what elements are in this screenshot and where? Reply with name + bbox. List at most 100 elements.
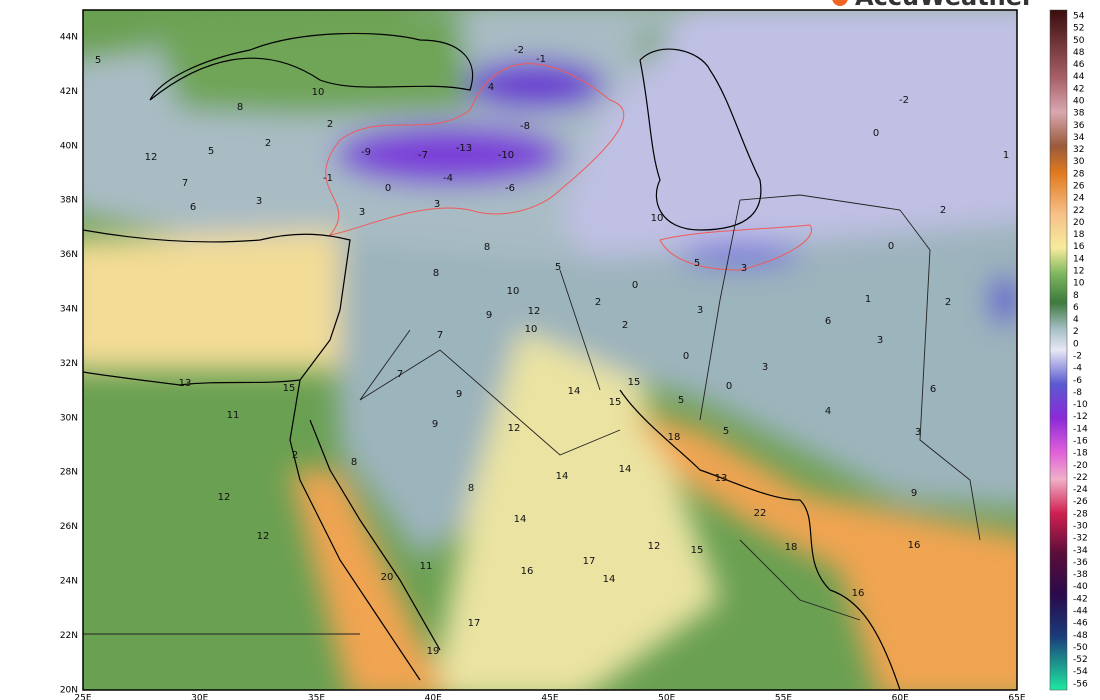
contour-label: 16 <box>521 566 534 577</box>
contour-label: -8 <box>520 121 530 132</box>
contour-label: 8 <box>351 457 357 468</box>
contour-label: 15 <box>628 377 641 388</box>
colorbar <box>1049 9 1068 691</box>
latitude-label: 40N <box>60 141 78 151</box>
colorbar-tick-label: 48 <box>1073 48 1085 58</box>
colorbar-tick-label: -56 <box>1073 679 1088 689</box>
longitude-label: 55E <box>775 694 792 700</box>
colorbar-tick-label: 52 <box>1073 24 1084 34</box>
colorbar-tick-label: 22 <box>1073 206 1084 216</box>
longitude-label: 45E <box>541 694 558 700</box>
contour-label: 2 <box>945 297 951 308</box>
longitude-label: 65E <box>1008 694 1025 700</box>
latitude-label: 24N <box>60 577 78 587</box>
contour-label: 4 <box>825 406 831 417</box>
contour-label: 5 <box>555 262 561 273</box>
contour-label: 6 <box>825 316 831 327</box>
colorbar-tick-label: 14 <box>1073 254 1085 264</box>
contour-label: 2 <box>622 320 628 331</box>
contour-label: 2 <box>265 138 271 149</box>
contour-label: 9 <box>486 310 492 321</box>
contour-label: -6 <box>505 183 515 194</box>
colorbar-tick-label: -16 <box>1073 437 1088 447</box>
colorbar-tick-label: 24 <box>1073 194 1085 204</box>
contour-label: 18 <box>785 542 798 553</box>
colorbar-tick-label: -48 <box>1073 631 1088 641</box>
colorbar-tick-label: 18 <box>1073 230 1085 240</box>
latitude-label: 28N <box>60 468 78 478</box>
contour-label: 9 <box>911 488 917 499</box>
colorbar-tick-label: -2 <box>1073 352 1082 362</box>
contour-label: -13 <box>456 143 472 154</box>
colorbar-tick-label: -34 <box>1073 546 1088 556</box>
colorbar-tick-label: -38 <box>1073 570 1088 580</box>
contour-label: 13 <box>715 473 728 484</box>
colorbar-tick-label: 12 <box>1073 267 1084 277</box>
colorbar-tick-label: -14 <box>1073 424 1088 434</box>
contour-label: -1 <box>536 54 546 65</box>
contour-label: 4 <box>488 82 494 93</box>
contour-label: 1 <box>865 294 871 305</box>
contour-label: 8 <box>433 268 439 279</box>
contour-label: 12 <box>648 541 661 552</box>
contour-label: 12 <box>257 531 270 542</box>
contour-label: 2 <box>292 450 298 461</box>
contour-label: 9 <box>432 419 438 430</box>
contour-label: 5 <box>723 426 729 437</box>
colorbar-tick-label: -28 <box>1073 509 1088 519</box>
contour-label: 22 <box>754 508 767 519</box>
contour-label: 11 <box>227 410 240 421</box>
contour-label: 0 <box>726 381 732 392</box>
contour-label: -2 <box>514 45 524 56</box>
latitude-label: 22N <box>60 631 78 641</box>
contour-label: -10 <box>498 150 514 161</box>
contour-label: 8 <box>237 102 243 113</box>
colorbar-tick-label: -52 <box>1073 655 1088 665</box>
contour-label: 3 <box>256 196 262 207</box>
contour-label: 12 <box>145 152 158 163</box>
contour-label: 10 <box>651 213 664 224</box>
contour-label: 2 <box>327 119 333 130</box>
colorbar-tick-label: -30 <box>1073 522 1088 532</box>
contour-label: 16 <box>908 540 921 551</box>
colorbar-tick-label: -4 <box>1073 364 1082 374</box>
colorbar-tick-label: 0 <box>1073 339 1079 349</box>
contour-label: 7 <box>397 369 403 380</box>
contour-label: 0 <box>873 128 879 139</box>
contour-label: 15 <box>609 397 622 408</box>
contour-label: 8 <box>484 242 490 253</box>
contour-label: 14 <box>603 574 616 585</box>
colorbar-tick-label: 44 <box>1073 72 1085 82</box>
latitude-label: 20N <box>60 685 78 695</box>
colorbar-tick-label: 34 <box>1073 133 1085 143</box>
contour-label: 9 <box>456 389 462 400</box>
longitude-label: 35E <box>308 694 325 700</box>
colorbar-tick-label: 32 <box>1073 145 1084 155</box>
colorbar-tick-label: -40 <box>1073 582 1088 592</box>
contour-label: -7 <box>418 150 428 161</box>
colorbar-tick-label: 30 <box>1073 157 1085 167</box>
colorbar-tick-label: -20 <box>1073 461 1088 471</box>
colorbar-tick-label: -12 <box>1073 412 1088 422</box>
contour-label: 14 <box>568 386 581 397</box>
colorbar-tick-label: 42 <box>1073 84 1084 94</box>
colorbar-tick-label: 16 <box>1073 242 1085 252</box>
contour-label: 14 <box>619 464 632 475</box>
colorbar-tick-label: 20 <box>1073 218 1085 228</box>
longitude-label: 50E <box>658 694 675 700</box>
contour-label: 0 <box>888 241 894 252</box>
latitude-label: 44N <box>60 33 78 43</box>
colorbar-tick-label: 54 <box>1073 12 1085 22</box>
contour-label: 17 <box>468 618 481 629</box>
map-frame <box>82 9 1018 691</box>
contour-label: 3 <box>762 362 768 373</box>
colorbar-tick-label: 10 <box>1073 279 1085 289</box>
contour-label: 12 <box>528 306 541 317</box>
latitude-label: 32N <box>60 359 78 369</box>
colorbar-tick-label: -22 <box>1073 473 1088 483</box>
longitude-label: 30E <box>191 694 208 700</box>
contour-label: 1 <box>1003 150 1009 161</box>
contour-label: 7 <box>437 330 443 341</box>
contour-label: -1 <box>323 173 333 184</box>
